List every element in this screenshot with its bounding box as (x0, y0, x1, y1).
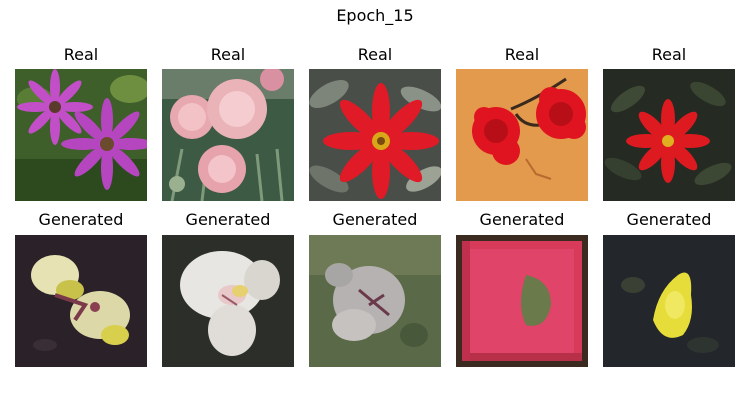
real-label-4: Real (504, 45, 540, 64)
generated-label-5: Generated (626, 210, 712, 229)
generated-label-2: Generated (185, 210, 271, 229)
real-label-1: Real (63, 45, 99, 64)
generated-image-3 (309, 235, 441, 367)
real-image-2 (162, 69, 294, 201)
real-label-3: Real (357, 45, 393, 64)
generated-image-1 (15, 235, 147, 367)
generated-image-4 (456, 235, 588, 367)
real-image-3 (309, 69, 441, 201)
figure-title: Epoch_15 (336, 6, 414, 25)
generated-label-4: Generated (479, 210, 565, 229)
real-image-1 (15, 69, 147, 201)
generated-image-2 (162, 235, 294, 367)
real-label-5: Real (651, 45, 687, 64)
generated-image-5 (603, 235, 735, 367)
generated-label-1: Generated (38, 210, 124, 229)
real-image-5 (603, 69, 735, 201)
real-label-2: Real (210, 45, 246, 64)
real-image-4 (456, 69, 588, 201)
generated-label-3: Generated (332, 210, 418, 229)
